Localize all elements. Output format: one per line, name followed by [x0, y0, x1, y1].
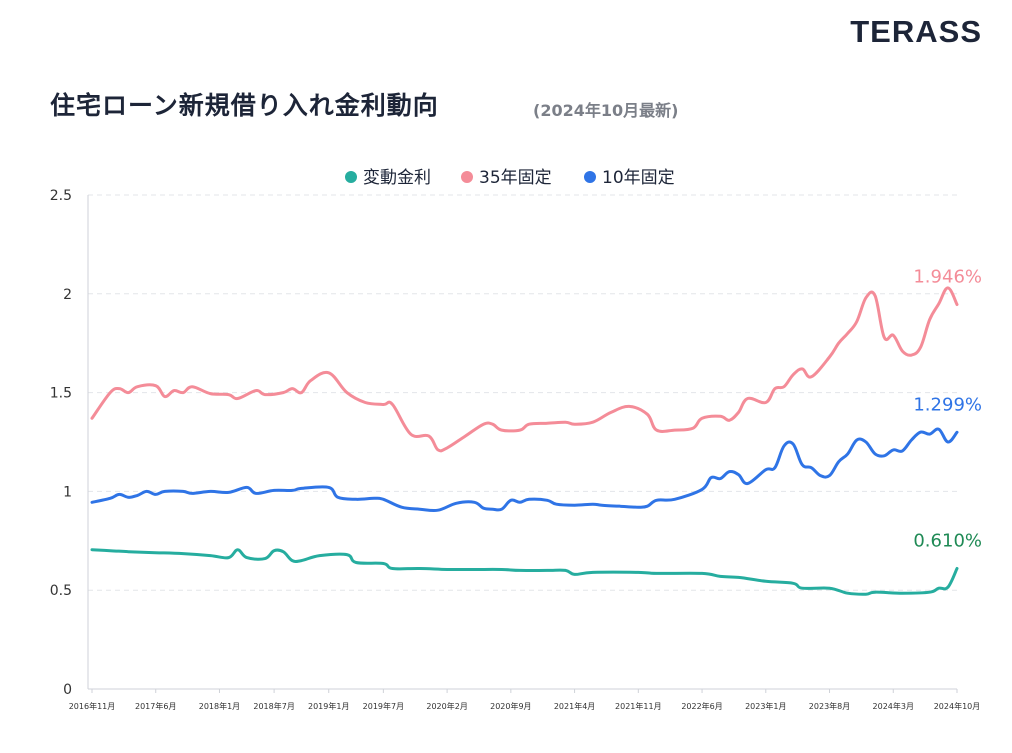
series-line-fixed35: [90, 286, 959, 453]
x-tick-label: 2019年7月: [363, 701, 404, 711]
end-labels: 0.610% 1.946% 1.299%: [913, 266, 982, 551]
x-tick-label: 2017年6月: [135, 701, 176, 711]
page-subtitle: (2024年10月最新): [533, 101, 679, 120]
x-tick-label: 2021年4月: [554, 701, 595, 711]
series-lines: [90, 286, 959, 596]
legend-dot-fixed10: [584, 171, 596, 183]
x-tick-label: 2023年1月: [745, 701, 786, 711]
x-tick-label: 2024年10月: [934, 701, 981, 711]
x-tick-label: 2020年2月: [426, 701, 467, 711]
legend-dot-fixed35: [461, 171, 473, 183]
y-tick-label: 0.5: [50, 583, 72, 599]
y-tick-label: 1: [63, 484, 72, 500]
x-tick-label: 2018年7月: [253, 701, 294, 711]
legend: 変動金利 35年固定 10年固定: [345, 168, 675, 188]
x-tick-label: 2024年3月: [873, 701, 914, 711]
end-label-fixed10: 1.299%: [913, 394, 982, 415]
end-label-variable: 0.610%: [913, 530, 982, 551]
x-tick-label: 2020年9月: [490, 701, 531, 711]
y-axis: 0 0.5 1 1.5 2 2.5: [50, 188, 89, 698]
legend-dot-variable: [345, 171, 357, 183]
gridlines: [88, 194, 957, 591]
end-label-fixed35: 1.946%: [913, 266, 982, 287]
brand-logo: TERASS: [850, 14, 982, 49]
x-tick-label: 2018年1月: [199, 701, 240, 711]
x-tick-label: 2016年11月: [69, 701, 116, 711]
y-tick-label: 1.5: [50, 386, 72, 402]
series-line-fixed10: [90, 427, 959, 513]
x-tick-label: 2019年1月: [308, 701, 349, 711]
y-tick-label: 2: [63, 287, 72, 303]
legend-label-fixed35: 35年固定: [479, 168, 552, 188]
legend-label-variable: 変動金利: [363, 168, 431, 188]
page-title: 住宅ローン新規借り入れ金利動向: [50, 91, 439, 120]
x-tick-label: 2022年6月: [681, 701, 722, 711]
x-tick-label: 2021年11月: [615, 701, 662, 711]
series-line-variable: [90, 548, 959, 596]
y-tick-label: 0: [63, 682, 72, 698]
legend-label-fixed10: 10年固定: [602, 168, 675, 188]
x-tick-label: 2023年8月: [809, 701, 850, 711]
y-tick-label: 2.5: [50, 188, 72, 204]
x-axis: 2016年11月 2017年6月 2018年1月 2018年7月 2019年1月 2019…: [69, 688, 981, 711]
